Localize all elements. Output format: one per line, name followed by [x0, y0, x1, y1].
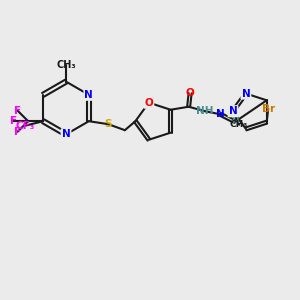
Text: NH: NH: [196, 106, 214, 116]
Text: F: F: [14, 127, 21, 137]
Text: F: F: [14, 106, 21, 116]
Text: N: N: [216, 109, 224, 119]
Text: O: O: [186, 88, 194, 98]
Text: H: H: [231, 117, 239, 126]
Text: N: N: [242, 88, 250, 98]
Text: N: N: [229, 106, 237, 116]
Text: O: O: [145, 98, 153, 108]
Text: F: F: [10, 116, 17, 126]
Text: N: N: [85, 90, 93, 100]
Text: N: N: [61, 129, 70, 140]
Text: Br: Br: [262, 104, 275, 114]
Text: CH₃: CH₃: [230, 120, 248, 129]
Text: CF₃: CF₃: [15, 121, 35, 131]
Text: S: S: [105, 119, 112, 129]
Text: CH₃: CH₃: [56, 60, 76, 70]
